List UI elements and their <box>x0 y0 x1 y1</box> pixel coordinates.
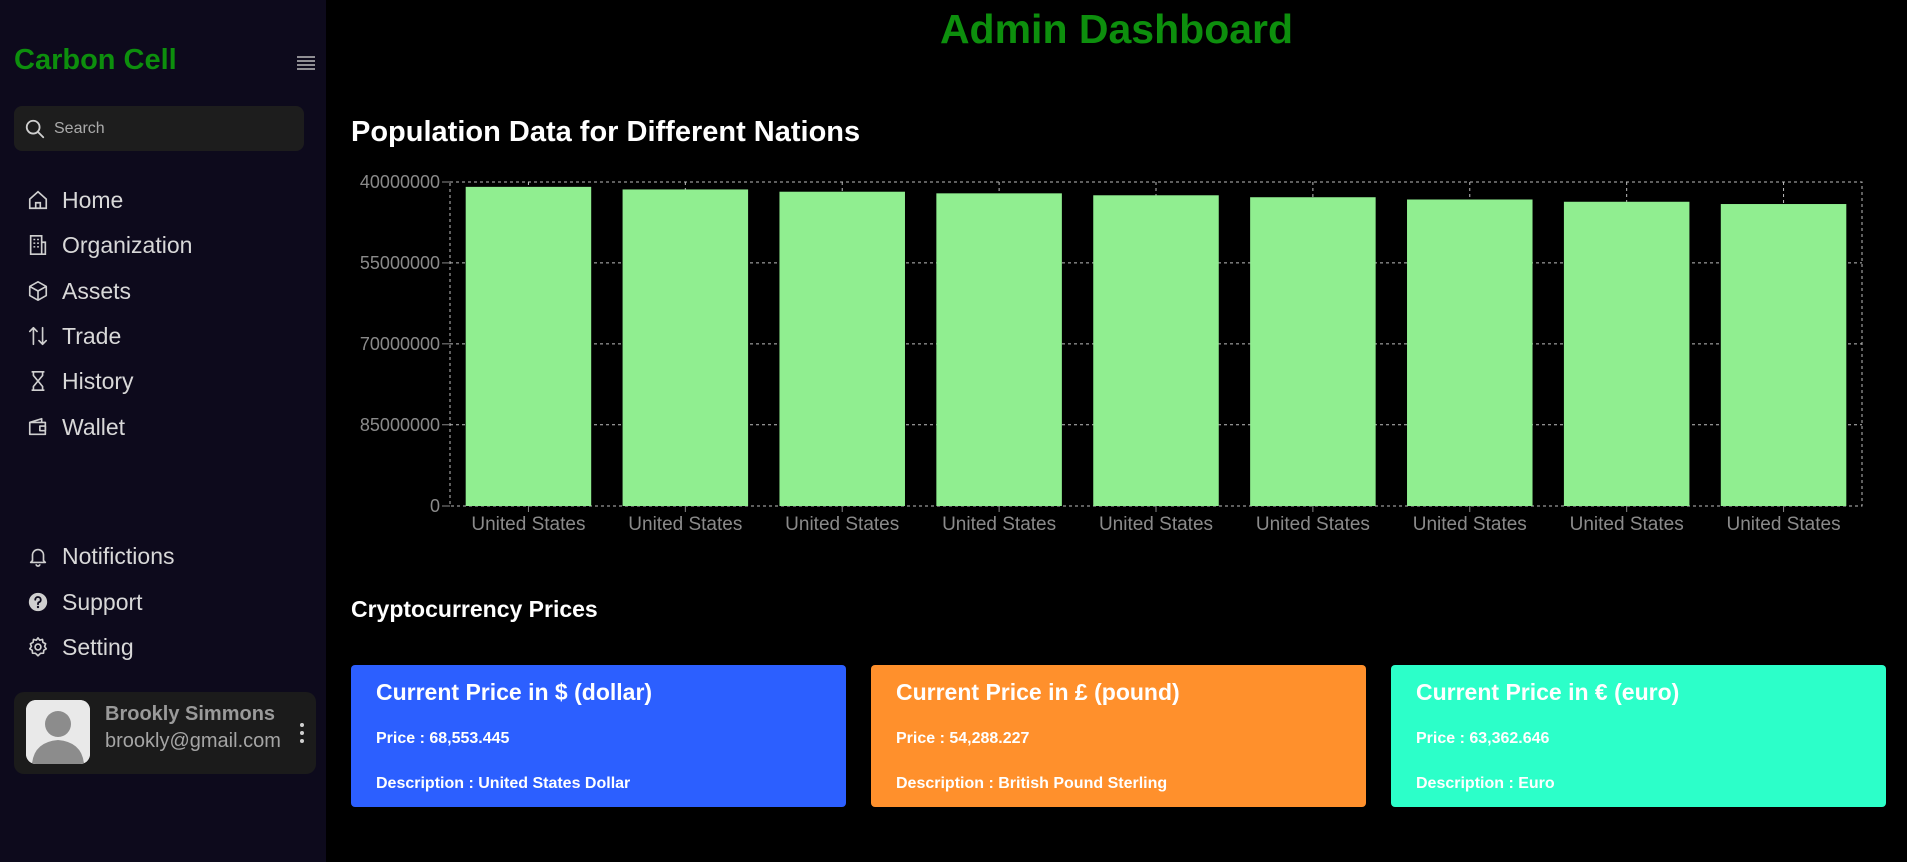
y-tick-label: 70000000 <box>360 334 440 354</box>
price-card-title: Current Price in € (euro) <box>1416 679 1680 705</box>
search-input[interactable] <box>54 119 294 138</box>
user-profile-card: Brookly Simmons brookly@gmail.com <box>14 692 316 774</box>
price-card-description: Description : United States Dollar <box>376 775 631 792</box>
sidebar-item-label: Home <box>62 186 124 213</box>
sidebar-item-organization[interactable]: Organization <box>26 230 192 260</box>
price-card-price: Price : 68,553.445 <box>376 730 510 747</box>
chart-bar[interactable] <box>1720 204 1847 507</box>
more-options-icon[interactable] <box>296 720 308 746</box>
price-card-euro[interactable]: Current Price in € (euro) Price : 63,362… <box>1391 665 1886 807</box>
x-tick-label: United States <box>1413 514 1527 535</box>
sidebar: Carbon Cell Home Organization Assets Tra… <box>0 0 326 862</box>
price-card-price: Price : 54,288.227 <box>896 730 1030 747</box>
chart-bar[interactable] <box>1563 201 1690 506</box>
chart-bar[interactable] <box>1093 195 1219 506</box>
home-icon <box>26 188 50 212</box>
avatar[interactable] <box>26 700 90 764</box>
y-tick-label: 55000000 <box>360 253 440 273</box>
sidebar-item-label: History <box>62 367 134 394</box>
y-tick-label: 0 <box>430 496 440 516</box>
profile-name: Brookly Simmons <box>105 703 276 725</box>
x-tick-label: United States <box>942 514 1056 535</box>
x-tick-label: United States <box>1570 514 1684 535</box>
price-card-title: Current Price in $ (dollar) <box>376 679 653 705</box>
sidebar-item-assets[interactable]: Assets <box>26 276 131 306</box>
cube-icon <box>26 279 50 303</box>
chart-bar[interactable] <box>936 193 1062 506</box>
bell-icon <box>26 544 50 568</box>
x-tick-label: United States <box>1099 514 1213 535</box>
x-tick-label: United States <box>785 514 899 535</box>
sidebar-item-support[interactable]: Support <box>26 587 143 617</box>
crypto-section-title: Cryptocurrency Prices <box>351 596 598 622</box>
price-card-price: Price : 63,362.646 <box>1416 730 1550 747</box>
price-card-pound[interactable]: Current Price in £ (pound) Price : 54,28… <box>871 665 1366 807</box>
x-tick-label: United States <box>628 514 742 535</box>
brand-logo-text[interactable]: Carbon Cell <box>14 44 177 76</box>
sidebar-item-setting[interactable]: Setting <box>26 632 134 662</box>
x-tick-label: United States <box>1727 514 1841 535</box>
population-bar-chart: 40000000 55000000 70000000 85000000 0 United … <box>360 172 1863 535</box>
chart-title: Population Data for Different Nations <box>351 116 861 148</box>
arrows-up-down-icon <box>26 324 50 348</box>
chart-bar[interactable] <box>622 189 749 506</box>
sidebar-item-label: Trade <box>62 322 122 349</box>
sidebar-item-label: Organization <box>62 231 193 258</box>
sidebar-item-label: Assets <box>62 277 132 304</box>
profile-email: brookly@gmail.com <box>105 730 281 752</box>
search-box <box>14 106 304 151</box>
page-title: Admin Dashboard <box>939 6 1294 52</box>
y-tick-label: 85000000 <box>360 415 440 435</box>
search-icon <box>25 119 45 138</box>
building-icon <box>26 233 50 257</box>
price-card-description: Description : Euro <box>1416 775 1555 792</box>
sidebar-item-history[interactable]: History <box>26 366 134 396</box>
price-card-title: Current Price in £ (pound) <box>896 679 1180 705</box>
sidebar-item-label: Support <box>62 588 143 615</box>
price-card-description: Description : British Pound Sterling <box>896 775 1168 792</box>
y-tick-label: 40000000 <box>360 172 440 192</box>
sidebar-item-label: Setting <box>62 633 134 660</box>
help-circle-icon <box>26 590 50 614</box>
sidebar-item-label: Notifictions <box>62 542 175 569</box>
chart-bar[interactable] <box>1250 197 1376 506</box>
x-tick-label: United States <box>471 514 585 535</box>
menu-icon[interactable] <box>296 54 318 74</box>
sidebar-item-notifications[interactable]: Notifictions <box>26 541 174 571</box>
price-card-dollar[interactable]: Current Price in $ (dollar) Price : 68,5… <box>351 665 846 807</box>
chart-bar[interactable] <box>1407 199 1533 506</box>
sidebar-item-home[interactable]: Home <box>26 185 123 215</box>
hourglass-icon <box>26 369 50 393</box>
wallet-icon <box>26 415 50 439</box>
sidebar-item-wallet[interactable]: Wallet <box>26 412 125 442</box>
gear-icon <box>26 635 50 659</box>
sidebar-item-trade[interactable]: Trade <box>26 321 121 351</box>
x-tick-label: United States <box>1256 514 1370 535</box>
chart-bar[interactable] <box>465 186 592 507</box>
sidebar-item-label: Wallet <box>62 413 126 440</box>
chart-bar[interactable] <box>779 191 905 506</box>
